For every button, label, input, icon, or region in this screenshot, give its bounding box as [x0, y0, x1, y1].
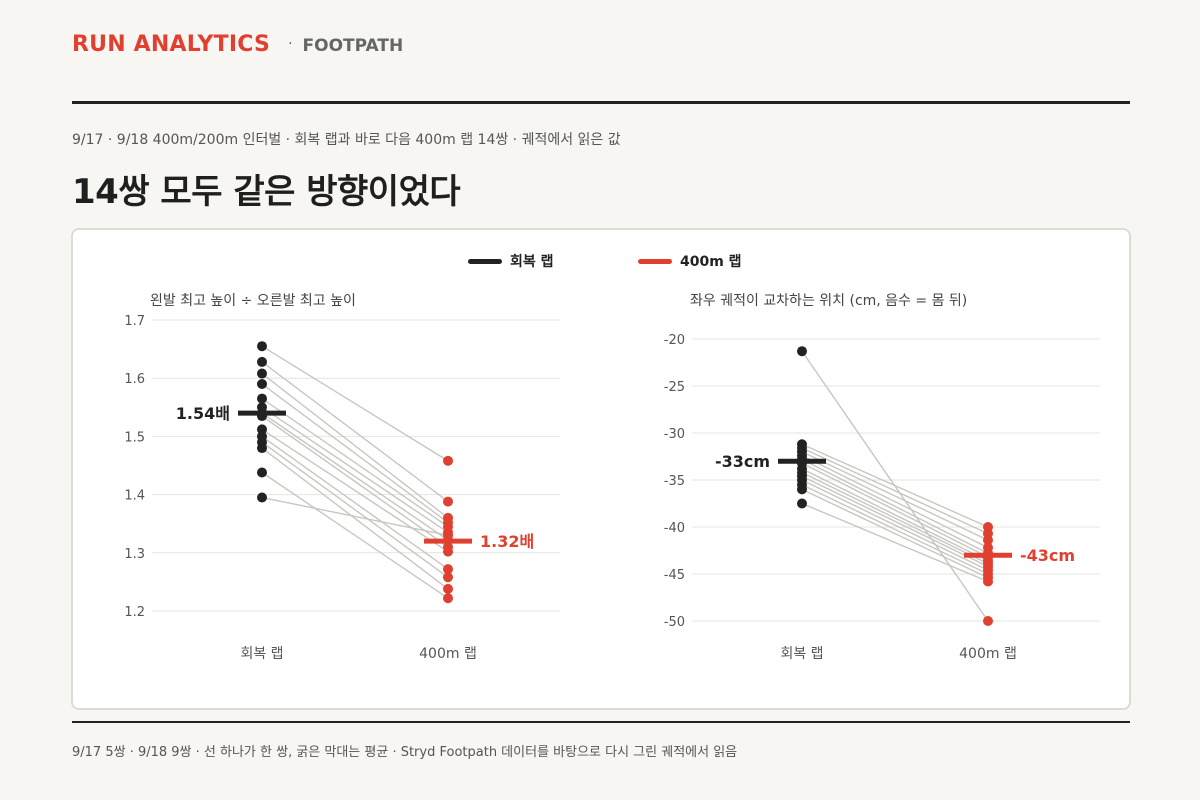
height-ratio-pair-connector	[261, 397, 449, 528]
height-ratio-fast-point	[443, 593, 453, 604]
height-ratio-y-tick-label: 1.4	[124, 489, 145, 504]
legend-label-recovery: 회복 랩	[510, 254, 554, 270]
cross-position-pair-connector	[801, 475, 989, 568]
height-ratio-pair-connector	[261, 415, 449, 548]
height-ratio-pair-connector	[261, 471, 449, 599]
footnote: 9/17 5쌍 · 9/18 9쌍 · 선 하나가 한 쌍, 굵은 막대는 평균…	[72, 745, 738, 760]
height-ratio-x-category-label: 400m 랩	[419, 646, 477, 662]
height-ratio-pair-connector	[261, 345, 449, 462]
cross-position-pair-connector	[801, 451, 989, 541]
height-ratio-pair-connector	[261, 447, 449, 590]
cross-position-pair-connector	[801, 462, 989, 558]
bottom-divider	[72, 721, 1130, 723]
height-ratio-pair-connector	[261, 496, 449, 537]
cross-position-fast-point	[983, 535, 993, 546]
section-name: FOOTPATH	[302, 36, 404, 56]
cross-position-y-tick-label: -25	[664, 380, 685, 395]
legend-label-fast: 400m 랩	[680, 254, 742, 270]
cross-position-recovery-point	[797, 484, 807, 495]
cross-position-pair-connector	[801, 471, 989, 565]
cross-position-pair-connector	[801, 447, 989, 535]
height-ratio-pair-connector	[261, 406, 449, 534]
height-ratio-recovery-point	[257, 356, 267, 367]
page-subtitle: 9/17 · 9/18 400m/200m 인터벌 · 회복 랩과 바로 다음 …	[72, 132, 621, 148]
height-ratio-recovery-point	[257, 368, 267, 379]
cross-position-y-tick-label: -20	[664, 333, 685, 348]
cross-position-x-category-label: 400m 랩	[959, 646, 1017, 662]
cross-position-y-tick-label: -40	[664, 521, 685, 536]
height-ratio-recovery-point	[257, 467, 267, 478]
cross-position-recovery-point	[797, 498, 807, 509]
height-ratio-pair-connector	[261, 412, 449, 541]
cross-position-pair-connector	[801, 454, 989, 549]
height-ratio-y-tick-label: 1.2	[124, 605, 145, 620]
cross-position-y-tick-label: -30	[664, 427, 685, 442]
brand-separator: ·	[288, 36, 293, 52]
legend-swatch-recovery	[468, 258, 502, 264]
height-ratio-fast-point	[443, 546, 453, 557]
height-ratio-y-tick-label: 1.7	[124, 314, 145, 329]
chart-card	[71, 228, 1131, 710]
legend-swatch-fast	[638, 258, 672, 264]
legend-item-recovery: 회복 랩	[468, 251, 554, 271]
cross-position-y-tick-label: -45	[664, 568, 685, 583]
height-ratio-recovery-point	[257, 341, 267, 352]
height-ratio-fast-point	[443, 564, 453, 575]
cross-position-pair-connector	[801, 443, 989, 528]
cross-position-x-category-label: 회복 랩	[780, 646, 823, 662]
height-ratio-pair-connector	[261, 428, 449, 553]
height-ratio-recovery-point	[257, 492, 267, 503]
height-ratio-pair-connector	[261, 361, 449, 503]
height-ratio-y-tick-label: 1.3	[124, 547, 145, 562]
cross-position-pair-connector	[801, 479, 989, 571]
height-ratio-fast-point	[443, 496, 453, 507]
cross-position-pair-connector	[801, 458, 989, 554]
cross-position-y-tick-label: -50	[664, 615, 685, 630]
height-ratio-pair-connector	[261, 383, 449, 524]
cross-position-y-tick-label: -35	[664, 474, 685, 489]
height-ratio-chart-title: 왼발 최고 높이 ÷ 오른발 최고 높이	[150, 293, 356, 309]
height-ratio-recovery-point	[257, 443, 267, 454]
brand-header: RUN ANALYTICS · FOOTPATH	[72, 32, 403, 57]
cross-position-pair-connector	[801, 502, 989, 583]
height-ratio-fast-point	[443, 455, 453, 466]
height-ratio-pair-connector	[261, 372, 449, 519]
cross-position-recovery-point	[797, 346, 807, 357]
cross-position-pair-connector	[801, 484, 989, 575]
height-ratio-fast-point	[443, 583, 453, 594]
brand-name: RUN ANALYTICS	[72, 32, 271, 57]
cross-position-mean-label-recovery: -33cm	[715, 452, 770, 471]
page-title: 14쌍 모두 같은 방향이었다	[72, 172, 461, 212]
top-divider	[72, 101, 1130, 104]
height-ratio-x-category-label: 회복 랩	[240, 646, 283, 662]
height-ratio-pair-connector	[261, 435, 449, 570]
height-ratio-mean-label-recovery: 1.54배	[176, 404, 230, 423]
cross-position-fast-point	[983, 576, 993, 587]
height-ratio-fast-point	[443, 572, 453, 583]
legend-item-fast: 400m 랩	[638, 251, 742, 271]
height-ratio-pair-connector	[261, 441, 449, 578]
height-ratio-recovery-point	[257, 393, 267, 404]
cross-position-chart-title: 좌우 궤적이 교차하는 위치 (cm, 음수 = 몸 뒤)	[690, 293, 967, 309]
height-ratio-recovery-point	[257, 379, 267, 390]
cross-position-fast-point	[983, 616, 993, 626]
height-ratio-mean-label-fast: 1.32배	[480, 532, 534, 551]
height-ratio-fast-point	[443, 530, 453, 541]
cross-position-mean-label-fast: -43cm	[1020, 546, 1075, 565]
height-ratio-recovery-point	[257, 424, 267, 435]
cross-position-pair-connector	[801, 488, 989, 579]
height-ratio-y-tick-label: 1.5	[124, 430, 145, 445]
height-ratio-y-tick-label: 1.6	[124, 372, 145, 387]
cross-position-pair-connector	[801, 468, 989, 562]
